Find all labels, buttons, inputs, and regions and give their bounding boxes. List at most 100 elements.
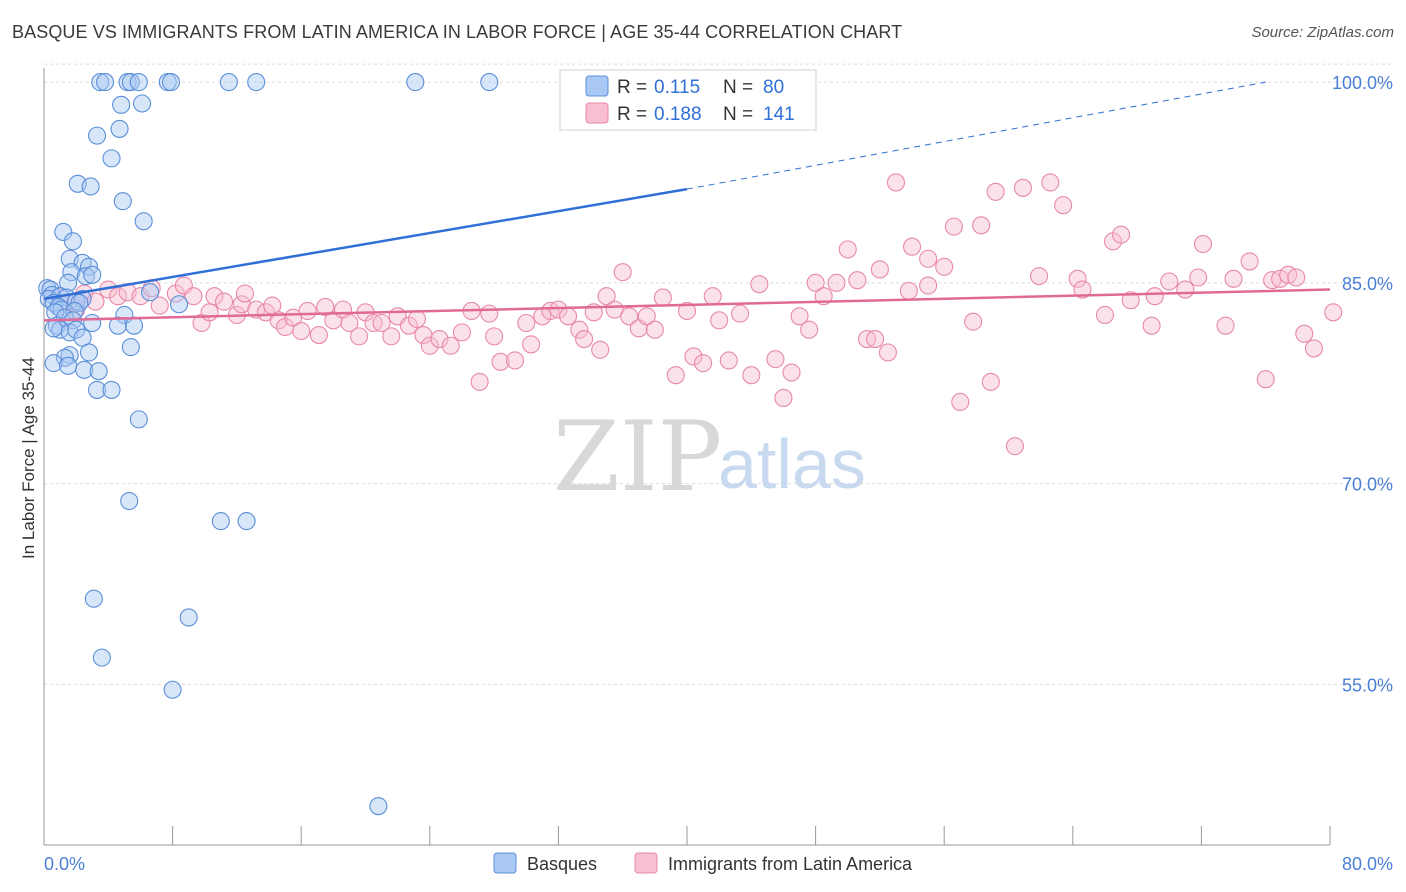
legend-r-value-basques: 0.115 [654,77,700,98]
basques-point [83,313,102,333]
basques-point [79,343,99,362]
basques-point [81,177,100,196]
latin-point [1005,437,1024,456]
latin-point [1256,370,1275,389]
basques-point [96,73,115,92]
x-tick-label: 80.0% [1342,854,1393,874]
latin-trend-line [43,288,1331,322]
bottom-legend: Basques Immigrants from Latin America [493,852,913,874]
latin-point [1073,280,1092,299]
latin-point [1287,268,1306,287]
basques-point [102,149,121,168]
latin-point [620,307,639,326]
basques-point [63,232,82,251]
legend-r-label-latin: R = [617,104,647,125]
latin-point [694,354,713,373]
latin-point [1295,324,1314,343]
latin-point [200,303,219,322]
latin-point [1224,269,1243,288]
latin-point [1304,339,1323,358]
basques-point [113,192,132,211]
latin-point [972,216,991,235]
latin-point [1054,196,1073,215]
latin-point [591,340,610,359]
basques-point [121,338,140,357]
basques-point [92,648,111,667]
latin-point [981,372,1000,391]
basques-point [179,608,198,627]
latin-point [491,352,510,371]
x-tick-label: 0.0% [44,854,85,874]
latin-point [902,237,922,256]
latin-point [480,304,499,323]
latin-point [827,273,846,292]
latin-point [256,303,275,322]
latin-point [150,296,169,315]
latin-point [298,301,317,321]
latin-point [774,388,793,408]
legend-r-label-basques: R = [617,77,647,98]
latin-point [522,335,541,354]
latin-point [184,287,203,306]
latin-point [613,263,632,282]
latin-point [878,343,897,362]
latin-point [944,217,963,236]
bottom-legend-label-basques: Basques [527,854,597,874]
latin-point [407,309,426,329]
latin-point [1160,272,1179,291]
latin-point [205,287,224,306]
basques-point [134,212,153,231]
basques-point [369,797,388,816]
latin-point [790,307,809,326]
latin-point [558,307,578,326]
basques-point [120,491,139,511]
basques-point [87,380,107,399]
basques-point [161,73,181,92]
latin-point [549,300,568,319]
basques-point [75,360,94,379]
bottom-legend-swatch-basques [493,852,517,874]
basques-point [129,410,148,429]
latin-point [986,182,1005,201]
latin-point [1216,316,1235,335]
latin-point [108,287,127,306]
basques-trend-line [43,187,688,301]
legend-swatch-latin [585,102,609,124]
latin-point [870,260,889,279]
basques-point [102,380,121,399]
latin-point [597,287,616,306]
grid-lines [44,63,1392,685]
latin-point [316,297,335,316]
latin-point [653,288,672,307]
latin-point [214,292,234,311]
latin-point [1095,305,1114,325]
basques-point [83,265,102,284]
latin-point [886,173,906,192]
latin-point [742,366,761,385]
latin-point [899,281,918,300]
bottom-legend-swatch-latin [634,852,658,874]
legend-box: R = 0.115 N = 80 R = 0.188 N = 141 [559,69,817,131]
latin-point [703,287,722,306]
source-label: Source: ZipAtlas.com [1251,24,1394,41]
watermark-atlas: atlas [718,425,866,503]
basques-point [480,73,499,92]
latin-point [730,304,750,323]
latin-point [750,275,769,294]
latin-point [505,351,525,370]
latin-point [935,257,954,276]
basques-point [219,73,238,92]
latin-point [782,363,801,382]
basques-point [59,356,78,375]
basques-point [89,362,108,381]
latin-point [1068,269,1087,288]
latin-point [1189,268,1208,287]
latin-point [470,372,489,391]
basques-point [84,589,103,608]
y-tick-label: 100.0% [1332,73,1393,93]
latin-point [1029,267,1049,286]
latin-point [1121,291,1140,310]
basques-point [59,273,78,292]
basques-point [62,263,81,282]
